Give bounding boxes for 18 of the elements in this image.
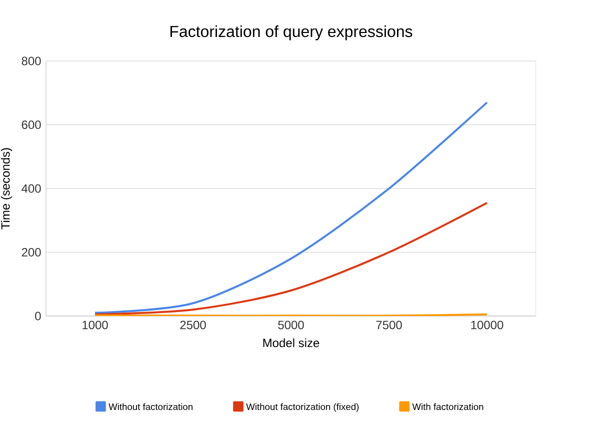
y-tick-label: 0 [35, 312, 41, 320]
x-tick-label: 1000 [82, 320, 108, 330]
x-tick-label: 7500 [376, 320, 402, 330]
legend-label: Without factorization [108, 403, 192, 410]
legend-label: Without factorization (fixed) [246, 403, 359, 412]
y-axis-title: Time (seconds) [0, 148, 12, 230]
y-tick-label: 800 [22, 56, 41, 66]
line-series [94, 202, 488, 316]
x-axis-title: Model size [263, 338, 320, 348]
line-series [94, 101, 488, 314]
y-tick-label: 400 [22, 184, 41, 193]
x-tick-label: 5000 [278, 320, 304, 330]
x-tick-label: 2500 [180, 320, 206, 330]
legend-label: With factorization [412, 403, 484, 410]
y-tick-label: 600 [22, 120, 41, 130]
chart-title: Factorization of query expressions [170, 25, 412, 40]
x-tick-label: 10000 [471, 320, 504, 330]
y-tick-label: 200 [22, 248, 41, 257]
